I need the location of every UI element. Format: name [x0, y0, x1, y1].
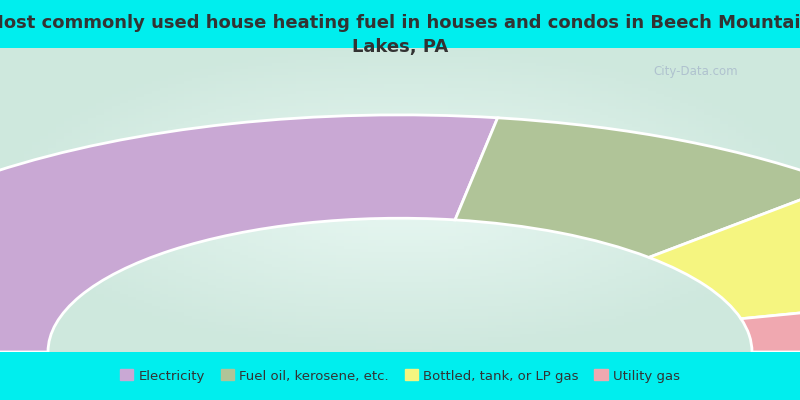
Wedge shape	[0, 115, 498, 352]
Text: Most commonly used house heating fuel in houses and condos in Beech Mountain
Lak: Most commonly used house heating fuel in…	[0, 14, 800, 56]
Wedge shape	[455, 118, 800, 258]
Wedge shape	[649, 184, 800, 319]
Text: City-Data.com: City-Data.com	[654, 66, 738, 78]
Legend: Electricity, Fuel oil, kerosene, etc., Bottled, tank, or LP gas, Utility gas: Electricity, Fuel oil, kerosene, etc., B…	[114, 364, 686, 388]
Wedge shape	[741, 293, 800, 352]
